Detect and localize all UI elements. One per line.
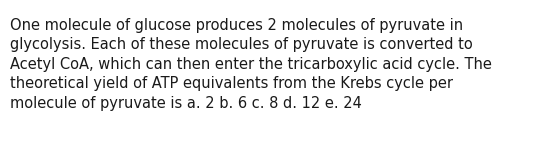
- Text: One molecule of glucose produces 2 molecules of pyruvate in
glycolysis. Each of : One molecule of glucose produces 2 molec…: [10, 18, 492, 111]
